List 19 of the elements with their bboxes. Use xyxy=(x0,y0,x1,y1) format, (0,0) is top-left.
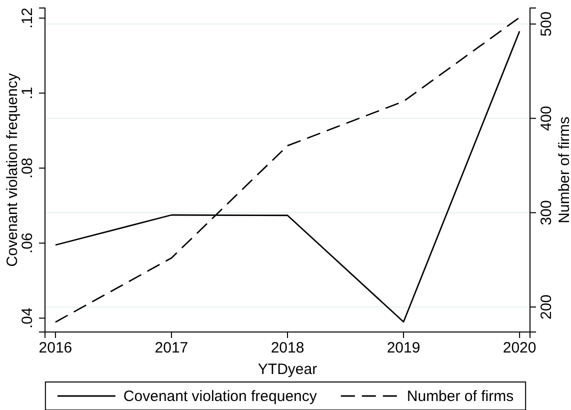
y-tick-label: .1 xyxy=(19,86,36,100)
x-tick-label: 2019 xyxy=(386,340,420,357)
y2-tick-label: 400 xyxy=(538,106,555,131)
y2-axis-title: Number of firms xyxy=(556,116,571,224)
x-axis-title: YTDyear xyxy=(258,361,318,378)
y2-tick-label: 500 xyxy=(538,12,555,37)
y-tick-label: .08 xyxy=(19,158,36,179)
y2-tick-label: 200 xyxy=(538,294,555,320)
y2-tick-label: 300 xyxy=(538,200,555,226)
x-tick-label: 2017 xyxy=(154,340,188,357)
legend-label: Covenant violation frequency xyxy=(123,388,318,405)
y-tick-label: .04 xyxy=(19,308,36,329)
y-tick-label: .06 xyxy=(19,232,36,254)
x-tick-label: 2020 xyxy=(502,340,536,357)
x-tick-label: 2018 xyxy=(270,340,304,357)
x-tick-label: 2016 xyxy=(38,340,72,357)
y-axis-title: Covenant violation frequency xyxy=(4,72,21,267)
legend-label: Number of firms xyxy=(406,388,514,405)
y-tick-label: .12 xyxy=(19,8,36,29)
